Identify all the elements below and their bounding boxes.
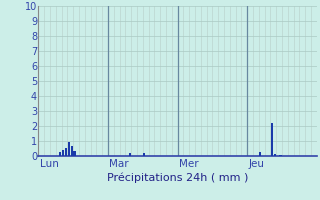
X-axis label: Précipitations 24h ( mm ): Précipitations 24h ( mm ) bbox=[107, 173, 248, 183]
Bar bbox=[259, 152, 261, 156]
Bar bbox=[68, 142, 70, 156]
Bar bbox=[70, 146, 73, 156]
Bar bbox=[274, 154, 276, 156]
Bar bbox=[279, 154, 282, 156]
Bar bbox=[143, 153, 146, 156]
Bar bbox=[62, 150, 64, 156]
Bar bbox=[73, 151, 76, 156]
Bar bbox=[129, 153, 131, 156]
Bar bbox=[65, 148, 67, 156]
Bar bbox=[271, 123, 273, 156]
Bar bbox=[59, 152, 61, 156]
